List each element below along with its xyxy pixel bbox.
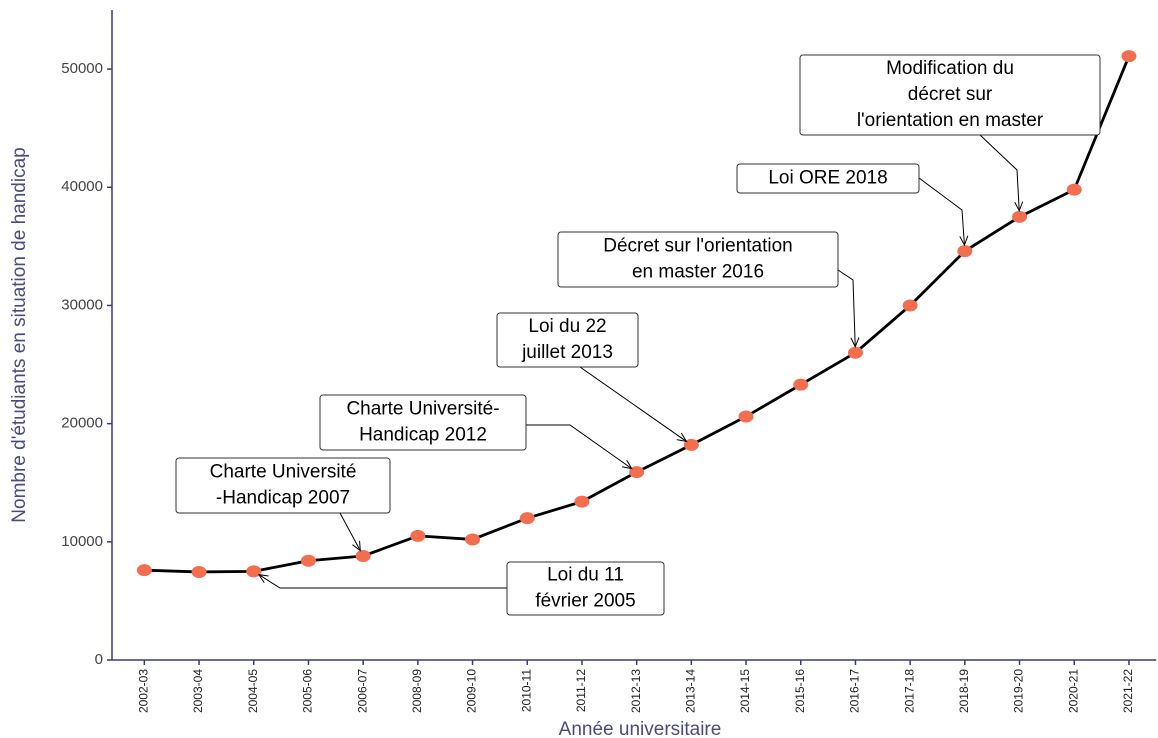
data-point bbox=[1012, 210, 1028, 223]
arrow-head bbox=[352, 540, 361, 552]
annotation-arrow bbox=[979, 134, 1020, 211]
x-tick-label: 2012-13 bbox=[629, 669, 643, 713]
arrow-head bbox=[676, 432, 688, 443]
x-tick-label: 2019-20 bbox=[1012, 669, 1026, 713]
annotation-text: Décret sur l'orientation bbox=[603, 236, 793, 257]
annotation-arrow bbox=[300, 512, 361, 551]
annotation-arrow bbox=[526, 424, 633, 470]
data-point bbox=[246, 565, 262, 578]
y-tick-label: 20000 bbox=[61, 415, 103, 432]
annotation-box bbox=[506, 561, 665, 616]
annotation-arrow bbox=[918, 177, 965, 246]
y-tick-label: 10000 bbox=[61, 533, 103, 550]
annotation-text: Charte Université- bbox=[346, 399, 499, 420]
annotation-box bbox=[319, 394, 527, 451]
annotation-arrow bbox=[258, 574, 507, 589]
annotation-arrow bbox=[579, 366, 687, 442]
annotation-box bbox=[175, 457, 391, 514]
annotation-text: en master 2016 bbox=[632, 262, 764, 283]
x-tick-label: 2013-14 bbox=[684, 669, 698, 713]
x-tick-label: 2003-04 bbox=[191, 669, 205, 713]
data-point bbox=[191, 565, 207, 578]
data-point bbox=[355, 550, 371, 562]
y-tick-label: 50000 bbox=[61, 60, 103, 77]
data-point bbox=[793, 378, 809, 391]
x-tick-label: 2002-03 bbox=[137, 669, 151, 713]
data-point bbox=[519, 512, 535, 525]
x-tick-label: 2015-16 bbox=[793, 669, 807, 713]
annotation-arrow bbox=[837, 269, 856, 347]
x-tick-label: 2010-11 bbox=[519, 669, 533, 712]
arrow-head bbox=[621, 459, 633, 470]
annotation-text: février 2005 bbox=[535, 591, 635, 612]
data-point bbox=[136, 564, 152, 577]
annotation-box bbox=[736, 163, 920, 194]
annotation-box bbox=[557, 231, 839, 288]
x-tick-label: 2004-05 bbox=[246, 669, 260, 713]
arrow-head bbox=[257, 573, 269, 584]
arrow-head bbox=[1014, 201, 1024, 213]
x-tick-label: 2017-18 bbox=[902, 669, 916, 713]
x-tick-label: 2020-21 bbox=[1066, 669, 1080, 713]
data-point bbox=[847, 346, 863, 359]
data-point bbox=[410, 529, 426, 542]
data-point bbox=[465, 533, 481, 546]
annotation-text: Loi du 22 bbox=[528, 316, 606, 337]
data-point bbox=[629, 466, 645, 479]
data-point bbox=[683, 438, 699, 451]
data-point bbox=[1066, 183, 1082, 196]
x-tick-label: 2014-15 bbox=[738, 669, 752, 713]
x-axis-title: Année universitaire bbox=[559, 719, 722, 738]
data-point bbox=[300, 554, 316, 567]
y-tick-label: 30000 bbox=[61, 296, 103, 313]
x-tick-label: 2006-07 bbox=[355, 669, 369, 713]
annotation-text: Modification du bbox=[886, 58, 1014, 79]
arrow-head bbox=[959, 235, 969, 247]
y-tick-label: 40000 bbox=[61, 178, 103, 195]
data-point bbox=[574, 495, 590, 508]
annotation-text: Charte Université bbox=[210, 462, 357, 483]
annotation-text: juillet 2013 bbox=[521, 342, 613, 363]
y-axis-title: Nombre d'étudiants en situation de handi… bbox=[9, 147, 30, 522]
x-tick-label: 2009-10 bbox=[465, 669, 479, 713]
data-point bbox=[1121, 50, 1137, 63]
x-tick-label: 2016-17 bbox=[848, 669, 862, 713]
x-tick-label: 2021-22 bbox=[1121, 669, 1135, 713]
annotation-text: l'orientation en master bbox=[857, 110, 1044, 131]
annotation-text: décret sur bbox=[908, 84, 993, 105]
data-point bbox=[957, 245, 973, 258]
annotation-text: Loi du 11 bbox=[547, 565, 624, 586]
x-tick-label: 2011-12 bbox=[574, 669, 588, 712]
annotation-text: -Handicap 2007 bbox=[216, 488, 350, 509]
data-point bbox=[902, 299, 918, 312]
x-tick-label: 2005-06 bbox=[301, 669, 315, 713]
annotation-box bbox=[799, 54, 1101, 136]
arrow-head bbox=[850, 337, 860, 348]
data-point bbox=[738, 410, 754, 423]
y-tick-label: 0 bbox=[95, 651, 103, 668]
annotation-text: Loi ORE 2018 bbox=[768, 168, 887, 189]
x-tick-label: 2018-19 bbox=[957, 669, 971, 713]
x-tick-label: 2008-09 bbox=[410, 669, 424, 713]
annotation-text: Handicap 2012 bbox=[359, 425, 487, 446]
annotation-box bbox=[496, 312, 639, 368]
